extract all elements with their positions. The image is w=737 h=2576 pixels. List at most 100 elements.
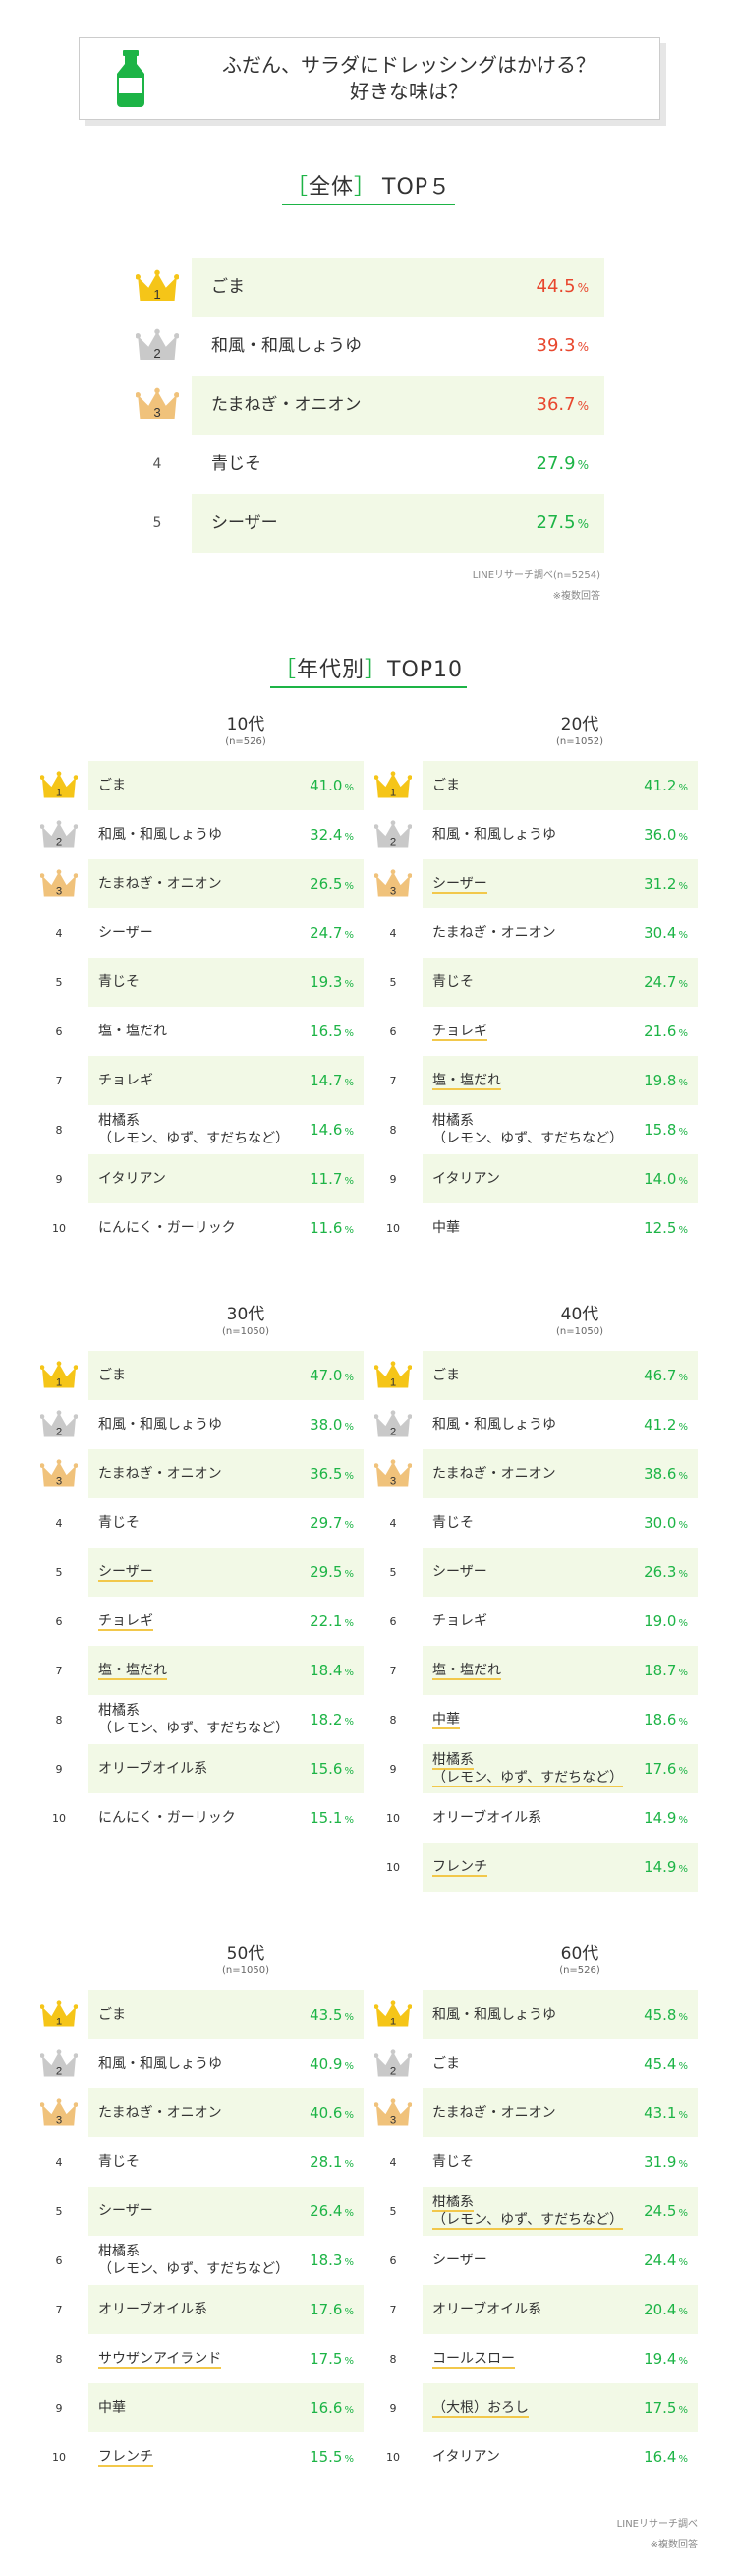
dressing-name-line: 柑橘系: [98, 2244, 140, 2259]
rank-number: 9: [389, 1762, 397, 1776]
rank-cell: 4: [128, 435, 187, 494]
percentage-unit: %: [577, 458, 589, 472]
percentage-unit: %: [678, 979, 688, 990]
percentage-unit: %: [344, 2356, 354, 2367]
percentage-unit: %: [344, 1668, 354, 1678]
dressing-name: にんにく・ガーリック: [98, 1203, 236, 1253]
age-row: 4 青じそ 31.9%: [373, 2137, 698, 2187]
age-row: 1 和風・和風しょうゆ 45.8%: [373, 1990, 698, 2039]
age-row: 2 ごま 45.4%: [373, 2039, 698, 2088]
age-row: 3 たまねぎ・オニオン 38.6%: [373, 1449, 698, 1498]
age-row: 7 オリーブオイル系 17.6%: [39, 2285, 364, 2334]
percentage-value: 16.5: [310, 1023, 343, 1040]
percentage-unit: %: [678, 1127, 688, 1138]
percentage: 18.6%: [644, 1695, 688, 1747]
percentage: 32.4%: [310, 810, 354, 862]
rank-number: 9: [55, 1172, 63, 1186]
age-row: 6 チョレギ 19.0%: [373, 1597, 698, 1646]
percentage-unit: %: [678, 1815, 688, 1826]
overall-ranking: 1 ごま 44.5% 2 和風・和風しょうゆ 39.3% 3 たまねぎ・オニオン 36.7% 4 青…: [128, 258, 604, 553]
svg-text:2: 2: [56, 2065, 62, 2077]
age-row: 7 塩・塩だれ 19.8%: [373, 1056, 698, 1105]
svg-text:1: 1: [390, 1376, 396, 1388]
dressing-name-line: イタリアン: [432, 2449, 500, 2465]
rank-cell: 1: [373, 1351, 413, 1400]
dressing-name: ごま: [98, 761, 126, 810]
dressing-bottle-icon: [117, 50, 144, 107]
percentage: 28.1%: [310, 2137, 354, 2190]
age-row: 2 和風・和風しょうゆ 41.2%: [373, 1400, 698, 1449]
rank-cell: 9: [39, 1744, 79, 1793]
overall-row: 5 シーザー 27.5%: [128, 494, 604, 553]
percentage: 38.6%: [644, 1449, 688, 1501]
dressing-name-line: サウザンアイランド: [98, 2351, 222, 2369]
svg-text:1: 1: [56, 787, 62, 798]
silver-crown-icon: 2: [40, 2049, 78, 2077]
age-row: 8 柑橘系 （レモン、ゆず、すだちなど） 18.2%: [39, 1695, 364, 1744]
rank-number: 5: [389, 2204, 397, 2218]
dressing-name-line: 和風・和風しょうゆ: [98, 827, 222, 843]
dressing-name: シーザー: [98, 908, 153, 958]
age-row: 9 （大根）おろし 17.5%: [373, 2383, 698, 2432]
dressing-name-line-2: （レモン、ゆず、すだちなど）: [432, 2212, 624, 2230]
overall-row: 2 和風・和風しょうゆ 39.3%: [128, 317, 604, 376]
percentage-value: 15.1: [310, 1809, 343, 1827]
percentage: 19.8%: [644, 1056, 688, 1108]
overall-source-note: LINEリサーチ調べ(n=5254) ※複数回答: [472, 570, 600, 602]
percentage: 36.7%: [537, 376, 589, 436]
percentage-value: 46.7: [644, 1367, 677, 1384]
rank-number: 6: [55, 2254, 63, 2267]
dressing-name-line: 柑橘系: [98, 1703, 140, 1719]
percentage: 21.6%: [644, 1007, 688, 1059]
age-group-sample-size: (n=1050): [222, 1965, 269, 1976]
dressing-name: 柑橘系 （レモン、ゆず、すだちなど）: [432, 2187, 624, 2236]
age-group-sample-size: (n=526): [225, 736, 266, 747]
dressing-name: 和風・和風しょうゆ: [98, 1400, 222, 1449]
percentage-value: 14.0: [644, 1170, 677, 1188]
dressing-name-line: 中華: [432, 1712, 460, 1729]
percentage: 31.9%: [644, 2137, 688, 2190]
percentage-unit: %: [344, 1471, 354, 1482]
percentage-value: 17.5: [644, 2399, 677, 2417]
percentage: 16.6%: [310, 2383, 354, 2435]
percentage-unit: %: [678, 2454, 688, 2465]
dressing-name: 中華: [98, 2383, 126, 2432]
percentage-unit: %: [344, 979, 354, 990]
percentage: 15.6%: [310, 1744, 354, 1796]
percentage-unit: %: [344, 1717, 354, 1727]
percentage: 41.2%: [644, 1400, 688, 1452]
rank-number: 10: [386, 2450, 400, 2464]
dressing-name: たまねぎ・オニオン: [432, 908, 556, 958]
percentage: 19.0%: [644, 1597, 688, 1649]
rank-cell: 8: [373, 1105, 413, 1154]
percentage-unit: %: [678, 881, 688, 892]
age-row: 3 たまねぎ・オニオン 26.5%: [39, 859, 364, 908]
percentage-unit: %: [577, 517, 589, 531]
rank-cell: 3: [373, 859, 413, 908]
age-row: 5 シーザー 29.5%: [39, 1548, 364, 1597]
question-line-1: ふだん、サラダにドレッシングはかける？: [222, 53, 595, 77]
percentage: 26.3%: [644, 1548, 688, 1600]
silver-crown-icon: 2: [374, 820, 412, 848]
dressing-name-line: 柑橘系: [432, 1752, 474, 1770]
percentage-unit: %: [678, 930, 688, 941]
dressing-name: 柑橘系 （レモン、ゆず、すだちなど）: [432, 1744, 624, 1793]
percentage-value: 15.6: [310, 1760, 343, 1778]
svg-text:2: 2: [153, 346, 160, 361]
percentage: 11.6%: [310, 1203, 354, 1256]
rank-cell: 5: [128, 494, 187, 553]
percentage-unit: %: [577, 281, 589, 295]
dressing-name-line: オリーブオイル系: [98, 1761, 208, 1777]
age-row: 4 青じそ 29.7%: [39, 1498, 364, 1548]
bronze-crown-icon: 3: [40, 869, 78, 897]
percentage: 15.8%: [644, 1105, 688, 1157]
rank-cell: 7: [39, 1056, 79, 1105]
percentage-value: 14.9: [644, 1858, 677, 1876]
percentage-unit: %: [344, 1373, 354, 1383]
percentage-unit: %: [678, 1569, 688, 1580]
percentage-unit: %: [678, 1373, 688, 1383]
dressing-name: チョレギ: [98, 1056, 153, 1105]
rank-cell: 1: [128, 258, 187, 317]
rank-cell: 4: [39, 1498, 79, 1548]
percentage-unit: %: [678, 1471, 688, 1482]
